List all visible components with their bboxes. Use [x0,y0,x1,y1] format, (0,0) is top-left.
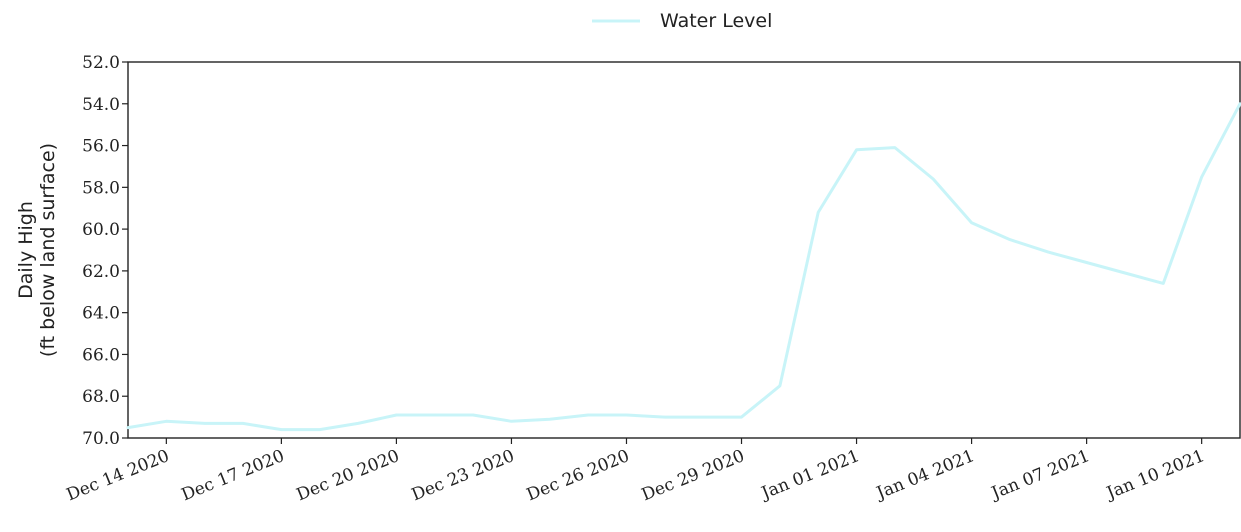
x-tick-label: Jan 01 2021 [757,446,862,504]
x-tick-label: Jan 07 2021 [987,446,1092,504]
x-tick-label: Dec 29 2020 [639,446,747,505]
y-tick-label: 58.0 [82,178,120,198]
data-point [1200,175,1203,179]
data-point [932,177,935,181]
y-axis-title-line2: (ft below land surface) [37,143,59,357]
data-point [548,418,551,421]
y-tick-label: 52.0 [82,53,120,73]
x-tick-label: Dec 20 2020 [294,446,402,505]
data-point [1162,282,1165,285]
y-tick-label: 62.0 [82,262,120,282]
x-tick-label: Dec 26 2020 [524,446,632,505]
data-point [740,415,743,419]
data-point [510,420,513,423]
y-tick-label: 64.0 [82,304,120,324]
y-tick-label: 68.0 [82,387,120,407]
data-point [356,422,360,425]
y-tick-label: 66.0 [82,345,120,365]
data-point [433,413,436,417]
data-point [817,211,820,214]
data-point [1047,250,1050,254]
legend: Water Level [592,10,772,32]
x-tick-label: Jan 10 2021 [1102,446,1207,504]
data-point [395,413,398,417]
data-point [318,428,321,431]
x-axis: Dec 14 2020 Dec 17 2020 Dec 20 2020 Dec 23 … [64,438,1208,505]
y-axis-title: Daily High (ft below land surface) [15,143,59,357]
y-tick-label: 54.0 [82,95,120,115]
data-point [241,422,245,425]
legend-label: Water Level [660,10,772,32]
y-tick-label: 60.0 [82,220,120,240]
data-point [165,420,168,423]
data-point [1238,102,1241,105]
y-tick-label: 56.0 [82,137,120,157]
plot-area [127,61,1241,439]
x-tick-label: Dec 14 2020 [64,446,172,505]
data-point [625,413,628,417]
series-layer [126,102,1241,432]
data-point [893,146,897,149]
data-point [702,415,705,419]
data-point [471,413,475,417]
y-axis: 52.0 54.0 56.0 58.0 60.0 62.0 64.0 66.0 68.0 70.0 [82,53,128,449]
data-point [1008,238,1012,241]
data-point [586,413,590,417]
data-point [1085,261,1088,264]
data-point [855,148,858,151]
plot-border [127,61,1241,439]
y-axis-title-line1: Daily High [15,201,37,299]
data-point [778,384,782,387]
data-point [663,415,666,419]
y-tick-label: 70.0 [82,429,120,449]
data-point [970,221,973,224]
x-tick-label: Dec 17 2020 [179,446,287,505]
data-point [1123,271,1127,275]
data-point [126,426,130,429]
x-tick-label: Jan 04 2021 [872,446,977,504]
x-tick-label: Dec 23 2020 [409,446,517,505]
data-point [203,422,206,425]
series-line-water-level [126,102,1241,432]
data-point [280,428,283,431]
